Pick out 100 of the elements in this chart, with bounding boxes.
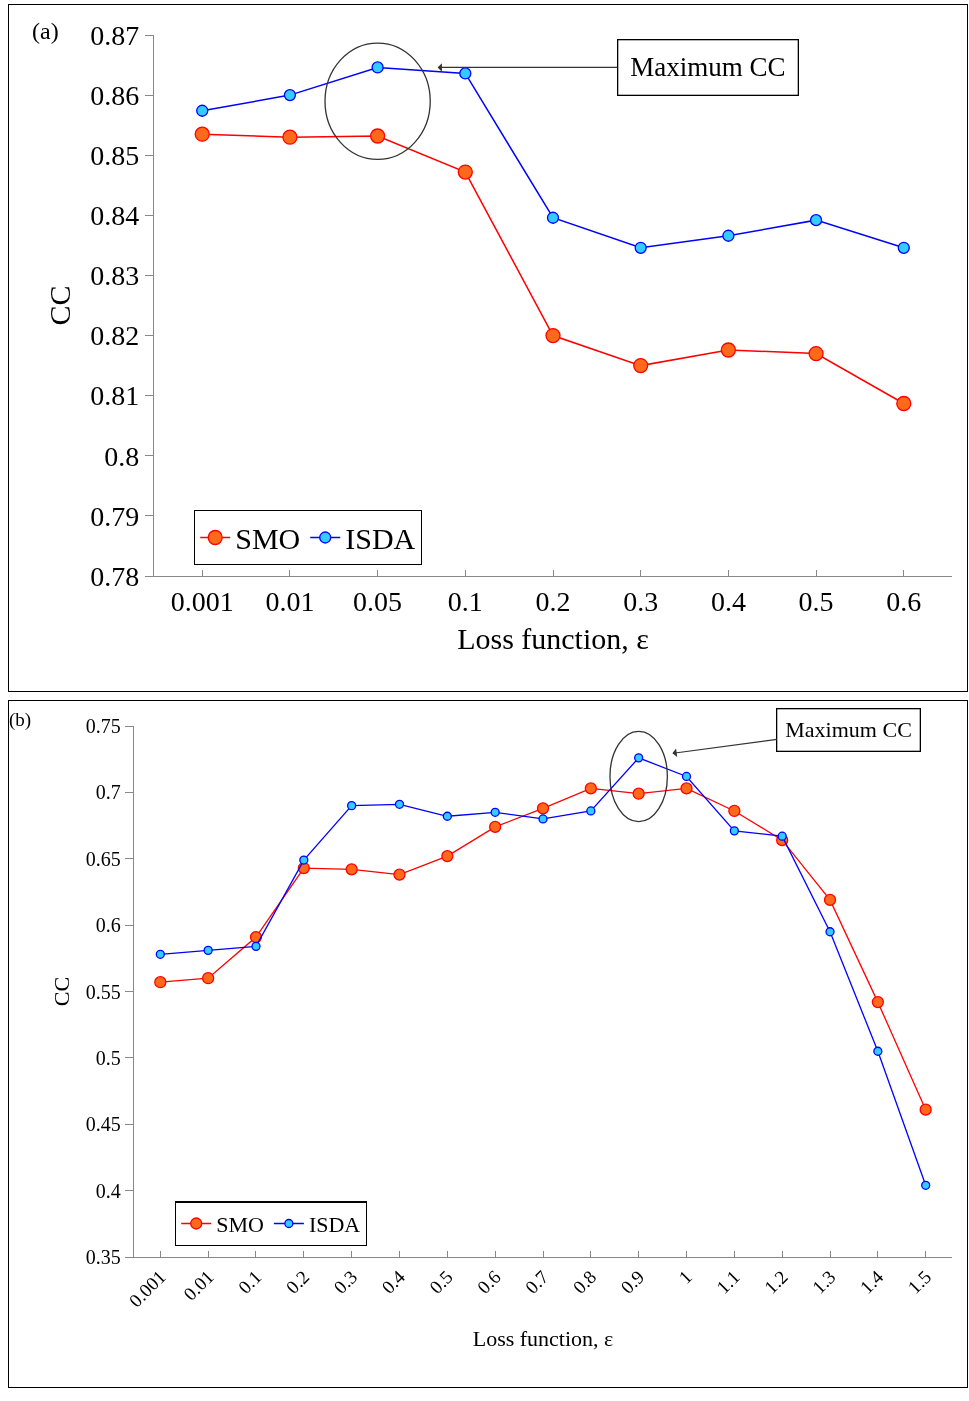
x-tick-label: 0.8	[568, 1266, 601, 1298]
point	[808, 345, 824, 362]
point	[155, 949, 165, 959]
point	[720, 342, 737, 358]
y-tick-label: 0.65	[85, 847, 121, 870]
point	[441, 849, 454, 863]
x-tick-label: 0.6	[473, 1266, 505, 1298]
point	[871, 995, 884, 1009]
point	[823, 893, 837, 907]
point	[825, 927, 835, 937]
y-tick-label: 0.6	[95, 914, 121, 937]
y-tick-label: 0.55	[85, 980, 121, 1003]
x-tick-label: 1.4	[855, 1265, 888, 1298]
x-axis-title: Loss function, ε	[472, 1326, 614, 1352]
point	[729, 826, 739, 836]
point	[873, 1046, 883, 1056]
y-axis-title: CC	[48, 976, 74, 1007]
point	[347, 801, 357, 811]
x-tick-label: 1.5	[903, 1266, 936, 1298]
y-tick-label: 0.85	[90, 140, 140, 172]
point	[634, 753, 644, 763]
point	[809, 213, 823, 227]
point	[921, 1180, 931, 1190]
x-tick-label: 1	[674, 1266, 697, 1288]
point	[722, 229, 735, 242]
x-tick-label: 0.3	[623, 585, 659, 617]
point	[536, 802, 550, 815]
point	[371, 61, 384, 74]
x-tick-label: 0.1	[447, 585, 483, 617]
point	[283, 88, 297, 102]
x-tick-label: 0.9	[616, 1266, 649, 1298]
point	[457, 164, 473, 180]
point	[584, 782, 597, 795]
y-axis-title: CC	[43, 285, 77, 326]
point	[632, 787, 645, 800]
point	[251, 941, 261, 952]
point	[442, 811, 452, 821]
y-tick-label: 0.83	[90, 260, 140, 292]
x-tick-label: 0.2	[281, 1266, 314, 1298]
y-tick-label: 0.86	[90, 79, 140, 111]
point	[681, 771, 692, 782]
point	[345, 863, 358, 876]
y-tick-label: 0.7	[95, 781, 121, 804]
point	[489, 820, 502, 834]
point	[633, 357, 649, 374]
y-tick-label: 0.87	[90, 19, 140, 51]
x-tick-label: 1.3	[807, 1266, 840, 1298]
point	[194, 126, 210, 142]
legend-label: SMO	[235, 522, 301, 556]
x-tick-label: 0.4	[710, 585, 746, 617]
x-tick-label: 0.7	[520, 1266, 553, 1298]
y-tick-label: 0.82	[90, 320, 140, 352]
y-tick-label: 0.84	[90, 200, 140, 232]
legend-label: SMO	[216, 1212, 264, 1238]
point	[203, 945, 213, 955]
text: (a)	[32, 18, 59, 44]
annotation: Maximum CC	[630, 52, 786, 83]
x-tick-label: 0.6	[886, 585, 922, 617]
text: (b)	[9, 709, 32, 731]
x-tick-label: 0.4	[377, 1265, 410, 1298]
x-tick-label: 1.1	[712, 1266, 744, 1298]
point	[777, 831, 787, 841]
point	[680, 782, 693, 795]
point	[299, 855, 309, 865]
x-tick-label: 0.01	[265, 585, 315, 617]
y-tick-label: 0.45	[85, 1113, 121, 1136]
point	[586, 806, 596, 816]
y-tick-label: 0.81	[90, 380, 140, 412]
point	[202, 972, 215, 985]
x-tick-label: 0.001	[170, 585, 234, 617]
y-tick-label: 0.75	[85, 715, 121, 737]
y-tick-label: 0.4	[95, 1179, 121, 1202]
point	[459, 67, 472, 80]
point	[196, 104, 209, 117]
point	[897, 241, 910, 254]
point	[896, 395, 912, 412]
point	[538, 814, 548, 824]
point	[393, 868, 406, 881]
point	[545, 327, 561, 344]
x-tick-label: 0.5	[425, 1266, 457, 1298]
x-tick-label: 0.1	[233, 1266, 266, 1298]
y-tick-label: 0.79	[90, 500, 140, 532]
point	[369, 128, 386, 144]
legend-label: ISDA	[345, 522, 416, 556]
x-tick-label: 1.2	[760, 1266, 792, 1298]
y-tick-label: 0.35	[85, 1246, 121, 1268]
point	[728, 804, 741, 818]
y-tick-label: 0.8	[104, 440, 140, 472]
point	[490, 807, 500, 817]
x-tick-label: 0.01	[179, 1266, 218, 1305]
x-tick-label: 0.5	[798, 585, 834, 617]
x-tick-label: 0.05	[353, 585, 403, 617]
x-tick-label: 0.3	[329, 1266, 362, 1298]
point	[394, 799, 405, 809]
x-tick-label: 0.2	[535, 585, 571, 617]
point	[546, 211, 560, 224]
legend-label: ISDA	[308, 1212, 361, 1238]
point	[282, 129, 298, 145]
annotation: Maximum CC	[785, 717, 912, 743]
point	[634, 241, 647, 254]
